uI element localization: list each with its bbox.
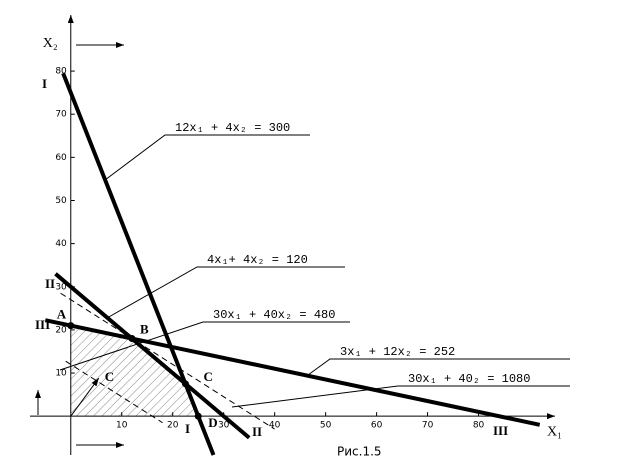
line-numeral: I (185, 421, 190, 436)
y-tick-label: 30 (55, 282, 67, 292)
vertex-label: B (140, 322, 149, 337)
leader-line (231, 385, 570, 408)
gradient-vector (70, 377, 100, 417)
constraint-line (65, 360, 163, 424)
decor-arrows (35, 42, 124, 448)
equation-label: 3x₁ + 12x₂ = 252 (340, 345, 455, 359)
leader-line (106, 266, 345, 319)
y-tick-label: 70 (55, 110, 67, 120)
x-tick-label: 40 (269, 421, 281, 431)
equation-label: 30x₁ + 40₂ = 1080 (408, 372, 530, 386)
constraint-line (54, 272, 251, 440)
feasible-region (70, 325, 199, 417)
y-tick-label: 10 (55, 369, 67, 379)
y-tick-label: 80 (55, 67, 67, 77)
leader-line (59, 321, 350, 371)
x-tick-label: 50 (320, 421, 332, 431)
leader-line (307, 358, 570, 376)
constraint-line (44, 318, 541, 427)
vertex-label: A (57, 307, 67, 322)
equation-label: 12x₁ + 4x₂ = 300 (175, 121, 290, 135)
line-numeral: I (42, 76, 47, 91)
x-tick-label: 30 (218, 421, 230, 431)
vertex-label: D (208, 415, 217, 430)
x-axis-label: X₁ (547, 424, 562, 439)
vertex (194, 412, 202, 420)
vector-label: C⃗ (105, 369, 125, 384)
vertex (181, 380, 189, 388)
constraint-line (61, 72, 216, 456)
caption: Рис.1.5 (337, 445, 382, 459)
line-numeral: III (493, 423, 508, 438)
y-tick-label: 40 (55, 239, 67, 249)
line-numeral: III (35, 317, 50, 332)
line-numeral: II (45, 276, 55, 291)
equation-label: 4x₁+ 4x₂ = 120 (207, 253, 308, 267)
y-axis-label: X₂ (43, 36, 58, 51)
x-tick-label: 10 (116, 421, 128, 431)
vertex (128, 335, 136, 343)
y-tick-label: 20 (55, 325, 67, 335)
y-tick-label: 60 (55, 153, 67, 163)
y-tick-label: 50 (55, 196, 67, 206)
x-tick-label: 20 (167, 421, 179, 431)
leader-line (104, 134, 310, 181)
x-tick-label: 70 (422, 421, 434, 431)
x-tick-label: 60 (371, 421, 383, 431)
line-numeral: II (252, 424, 262, 439)
equation-label: 30x₁ + 40x₂ = 480 (213, 308, 335, 322)
vertex (67, 322, 75, 330)
x-tick-label: 80 (473, 421, 485, 431)
vertex-label: C (203, 369, 212, 384)
